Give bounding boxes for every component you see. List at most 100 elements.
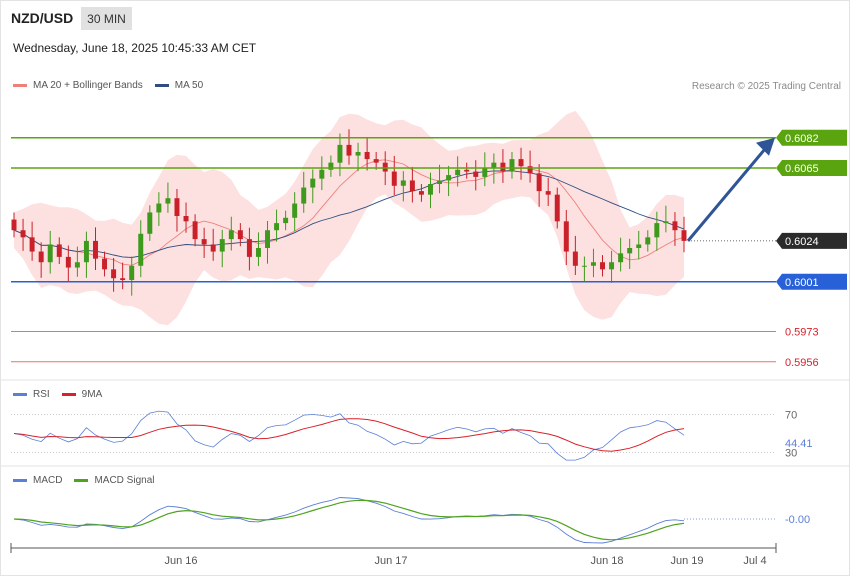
level-label: 0.5956 bbox=[785, 357, 819, 369]
candle bbox=[618, 237, 624, 272]
price-level-layer: 0.6082 0.6065 0.6024 0.6001 0.5973 0.5956 bbox=[11, 129, 847, 369]
candle bbox=[310, 169, 316, 204]
candle-body bbox=[56, 244, 62, 257]
rsi-legend: RSI 9MA bbox=[13, 389, 102, 400]
candle bbox=[283, 210, 289, 231]
candle-body bbox=[563, 221, 569, 252]
time-axis-tick-label: Jul 4 bbox=[743, 555, 766, 567]
candle-body bbox=[310, 178, 316, 188]
candle-body bbox=[391, 171, 397, 186]
moving-average-layer bbox=[13, 159, 685, 266]
candle bbox=[92, 227, 98, 271]
candle-body bbox=[29, 237, 35, 252]
level-label: 0.6065 bbox=[785, 163, 819, 175]
candle-body bbox=[328, 162, 334, 170]
candle-body bbox=[645, 237, 651, 245]
candle bbox=[301, 171, 307, 213]
candle bbox=[183, 202, 189, 233]
timeframe-button[interactable]: 30 MIN bbox=[81, 7, 132, 30]
candle bbox=[83, 231, 89, 278]
rsi-line bbox=[13, 410, 685, 461]
candle-body bbox=[663, 221, 669, 224]
rsi-ma-line bbox=[13, 418, 685, 452]
candle bbox=[654, 211, 660, 251]
candle bbox=[581, 256, 587, 282]
candle bbox=[500, 149, 506, 183]
candle bbox=[609, 250, 615, 283]
candle-body bbox=[418, 191, 424, 195]
candle bbox=[346, 129, 352, 165]
candle bbox=[337, 133, 343, 177]
candle-body bbox=[590, 262, 596, 266]
candle-body bbox=[581, 265, 587, 267]
candle-body bbox=[427, 184, 433, 195]
candle-body bbox=[382, 162, 388, 172]
macd-line bbox=[13, 497, 685, 544]
level-tag bbox=[776, 160, 847, 176]
candle-body bbox=[156, 203, 162, 213]
candle bbox=[446, 165, 452, 197]
candle bbox=[636, 230, 642, 260]
candle-body bbox=[609, 262, 615, 270]
level-resistance-0.6065: 0.6065 bbox=[11, 160, 847, 176]
level-tag bbox=[776, 129, 847, 146]
candle bbox=[165, 182, 171, 213]
candle bbox=[156, 192, 162, 226]
candle-body bbox=[237, 230, 243, 240]
candle-body bbox=[400, 180, 406, 186]
macd-signal-legend-label: MACD Signal bbox=[94, 475, 155, 486]
level-tag bbox=[776, 232, 847, 249]
candle-body bbox=[364, 152, 370, 160]
macd-legend-label: MACD bbox=[33, 475, 63, 486]
ma50-swatch bbox=[154, 84, 169, 87]
candle bbox=[427, 172, 433, 209]
candle-body bbox=[455, 169, 461, 176]
candle bbox=[355, 142, 361, 172]
candle bbox=[600, 255, 606, 277]
candle bbox=[138, 220, 144, 278]
price-legend: MA 20 + Bollinger Bands MA 50 bbox=[13, 80, 203, 91]
candle-body bbox=[301, 187, 307, 204]
copyright-notice: Research © 2025 Trading Central bbox=[691, 81, 841, 92]
rsi-ma-legend-label: 9MA bbox=[81, 389, 103, 400]
candle-body bbox=[500, 162, 506, 172]
bollinger-band-fill bbox=[14, 110, 684, 326]
candle-body bbox=[11, 219, 17, 231]
candle bbox=[201, 227, 207, 258]
time-axis-layer: Jun 16 Jun 17 Jun 18 Jun 19 Jul 4 bbox=[10, 543, 777, 567]
candle-body bbox=[518, 159, 524, 167]
candle-body bbox=[446, 175, 452, 181]
projection-arrow-head bbox=[756, 137, 775, 156]
candle-body bbox=[681, 230, 687, 241]
candle bbox=[111, 257, 117, 292]
candle-body bbox=[545, 191, 551, 195]
candle bbox=[663, 205, 669, 233]
candle-body bbox=[473, 171, 479, 177]
candle-body bbox=[201, 239, 207, 245]
candle-body bbox=[120, 278, 126, 280]
candle bbox=[418, 184, 424, 202]
level-support-0.6001: 0.6001 bbox=[11, 273, 847, 290]
candle-body bbox=[47, 244, 53, 263]
candle bbox=[536, 164, 542, 207]
candle bbox=[373, 152, 379, 170]
candle bbox=[47, 230, 53, 274]
candle bbox=[672, 212, 678, 246]
candle-body bbox=[618, 253, 624, 263]
candle-body bbox=[527, 166, 533, 174]
level-support_light-0.5956: 0.5956 bbox=[11, 357, 819, 369]
candle-body bbox=[292, 203, 298, 218]
candle bbox=[210, 228, 216, 261]
candle bbox=[627, 238, 633, 269]
ma20-swatch bbox=[13, 84, 27, 87]
candle bbox=[364, 138, 370, 171]
candle bbox=[192, 214, 198, 247]
candle bbox=[174, 188, 180, 232]
candle bbox=[554, 187, 560, 229]
candle-body bbox=[600, 262, 606, 270]
candle-body bbox=[74, 262, 80, 268]
candle bbox=[219, 229, 225, 268]
ma20-legend-label: MA 20 + Bollinger Bands bbox=[33, 80, 143, 91]
